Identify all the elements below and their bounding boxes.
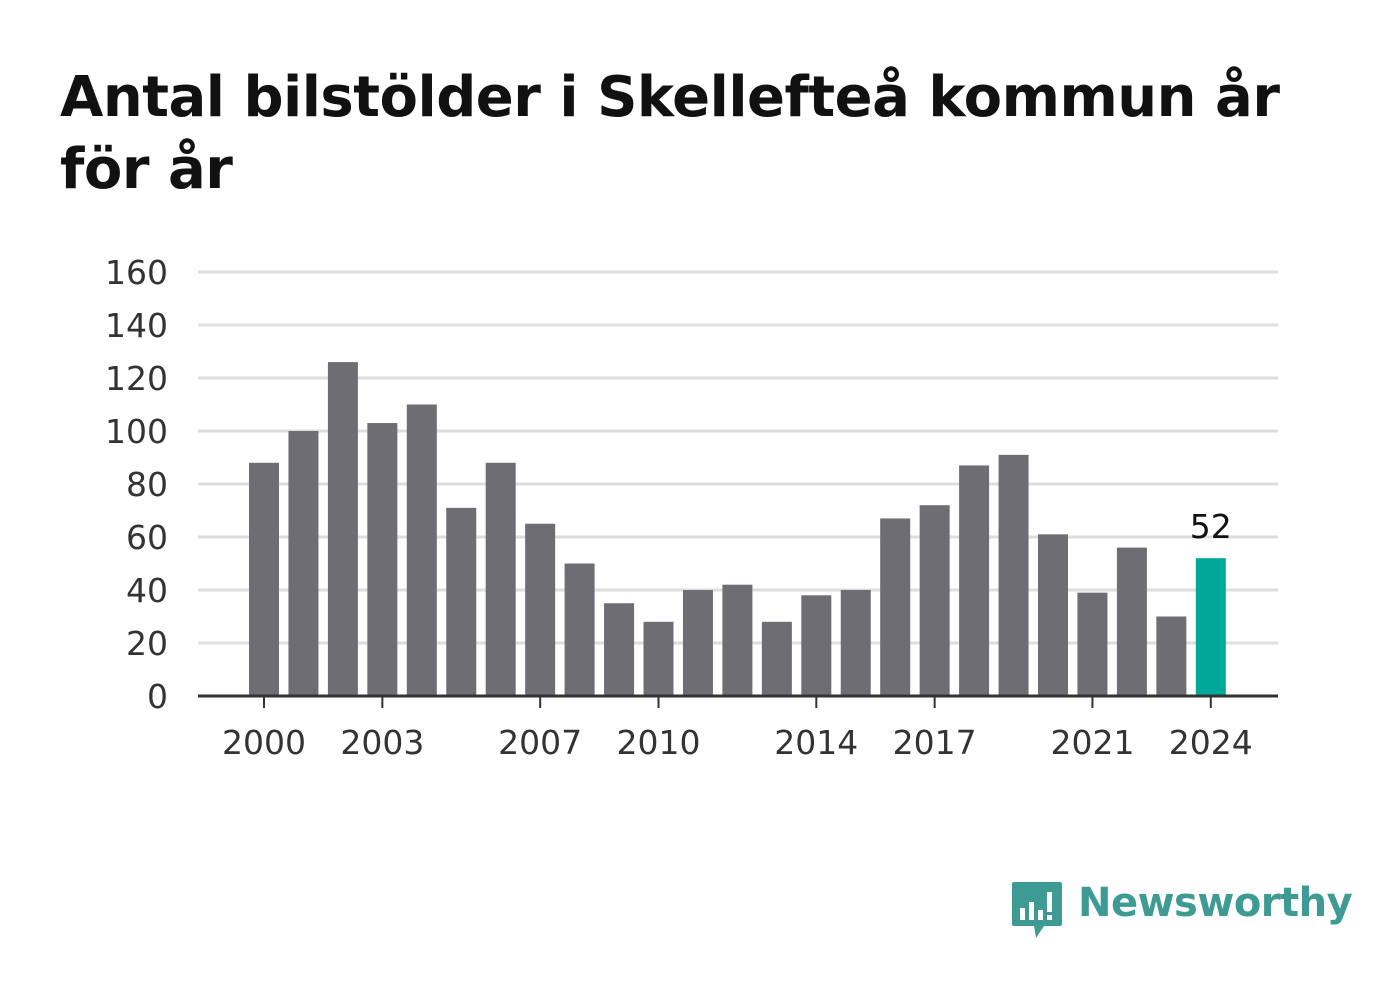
bar [761, 621, 792, 696]
x-tick-label: 2017 [893, 723, 977, 762]
bar [1077, 592, 1108, 696]
y-tick-label: 20 [126, 624, 168, 663]
y-tick-label: 100 [105, 412, 168, 451]
bar [840, 590, 871, 696]
x-tick-label: 2007 [498, 723, 582, 762]
bar [525, 523, 556, 696]
bar [919, 505, 950, 696]
y-tick-label: 160 [105, 253, 168, 292]
bar [1038, 534, 1068, 696]
bar [485, 462, 516, 696]
brand-name: Newsworthy [1078, 880, 1353, 926]
chart-title: Antal bilstölder i Skellefteå kommun år … [60, 65, 1280, 202]
bar [643, 621, 674, 696]
data-labels: 52 [1190, 507, 1232, 546]
y-tick-label: 0 [147, 677, 168, 716]
bar [288, 431, 319, 696]
x-axis-ticks: 2000 2003 2007 2010 2014 2017 2021 2024 [222, 696, 1253, 762]
x-tick-label: 2010 [617, 723, 701, 762]
y-tick-label: 80 [126, 465, 168, 504]
x-tick-label: 2021 [1050, 723, 1134, 762]
x-tick-label: 2003 [340, 723, 424, 762]
bars [249, 362, 1226, 696]
y-tick-label: 40 [126, 571, 168, 610]
y-tick-label: 60 [126, 518, 168, 557]
bar [998, 454, 1029, 696]
x-tick-label: 2000 [222, 723, 306, 762]
y-tick-label: 140 [105, 306, 168, 345]
bar [959, 465, 990, 696]
bar [880, 518, 911, 696]
newsworthy-logo: Newsworthy [1010, 878, 1353, 942]
bar [327, 362, 358, 696]
highlighted-bar [1195, 558, 1226, 696]
x-tick-label: 2024 [1169, 723, 1253, 762]
bar [801, 595, 832, 696]
highlight-value-label: 52 [1190, 507, 1232, 546]
y-axis-ticks: 0 20 40 60 80 100 120 140 160 [105, 253, 168, 716]
x-tick-label: 2014 [774, 723, 858, 762]
bar [722, 584, 753, 696]
bar-chart-speech-bubble-icon [1012, 882, 1062, 938]
bar [406, 404, 437, 696]
bar [249, 462, 279, 696]
bar [604, 603, 635, 696]
y-tick-label: 120 [105, 359, 168, 398]
bar [1156, 616, 1187, 696]
bar [367, 423, 398, 696]
bar [682, 590, 713, 696]
bar [446, 507, 477, 696]
bar [564, 563, 595, 696]
bar [1116, 547, 1147, 696]
